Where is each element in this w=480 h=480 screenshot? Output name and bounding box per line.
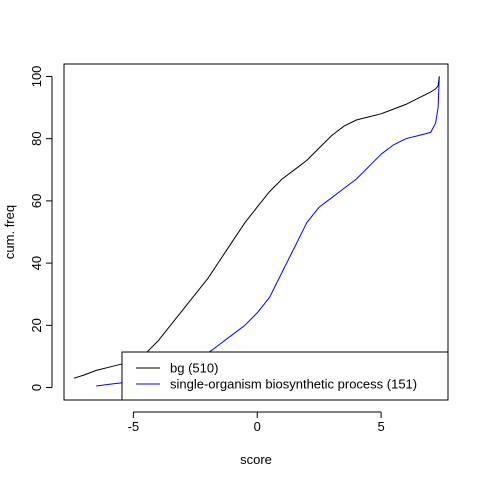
legend-box — [121, 351, 449, 401]
y-axis-label: cum. freq — [2, 205, 17, 259]
y-tick-label: 40 — [29, 256, 44, 270]
x-axis-label: score — [240, 452, 272, 467]
x-tick-label: 0 — [254, 419, 261, 434]
legend-entry: single-organism biosynthetic process (15… — [170, 377, 417, 392]
x-tick-label: -5 — [128, 419, 140, 434]
x-tick-label: 5 — [377, 419, 384, 434]
y-tick-label: 0 — [29, 384, 44, 391]
y-tick-label: 100 — [29, 66, 44, 88]
legend-entry: bg (510) — [170, 361, 218, 376]
y-tick-label: 80 — [29, 131, 44, 145]
y-tick-label: 60 — [29, 194, 44, 208]
legend: bg (510)single-organism biosynthetic pro… — [121, 351, 449, 401]
y-tick-label: 20 — [29, 318, 44, 332]
